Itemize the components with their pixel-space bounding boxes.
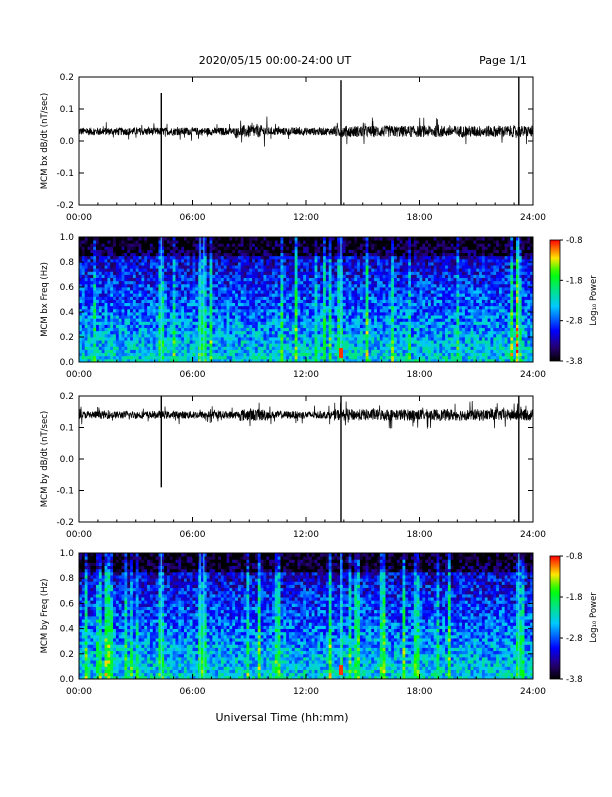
- x-tick-label: 00:00: [66, 370, 92, 380]
- y-tick-label: 0.2: [60, 73, 74, 83]
- x-tick-label: 24:00: [520, 213, 546, 223]
- colorbar-by: -0.8 -1.8 -2.8 -3.8 Log₁₀ Power: [550, 552, 599, 685]
- y-tick-label: 0.0: [60, 455, 75, 465]
- y-tick-label: -0.2: [56, 518, 74, 528]
- y-tick-label: 0.6: [60, 283, 75, 293]
- x-tick-label: 06:00: [180, 213, 206, 223]
- spectrogram-cells: [79, 553, 533, 679]
- bx-dbdt-panel: 00:00 06:00 12:00 18:00 24:00 -0.2 -0.1 0.0 0.1 0…: [40, 73, 546, 223]
- x-tick-label: 18:00: [407, 370, 433, 380]
- by-dbdt-panel: 00:00 06:00 12:00 18:00 24:00 -0.2 -0.1 0.0 0.1 0…: [40, 392, 546, 540]
- y-tick-label: 0.0: [60, 675, 75, 685]
- x-tick-label: 00:00: [66, 530, 92, 540]
- y-tick-label: 1.0: [60, 549, 75, 559]
- y-axis-title: MCM by Freq (Hz): [40, 579, 50, 654]
- colorbar-tick-label: -2.8: [566, 634, 583, 644]
- x-tick-label: 18:00: [407, 213, 433, 223]
- x-tick-label: 00:00: [66, 687, 92, 697]
- colorbar-tick-label: -1.8: [566, 276, 583, 286]
- x-tick-label: 06:00: [180, 687, 206, 697]
- x-tick-label: 24:00: [520, 687, 546, 697]
- y-tick-label: 0.1: [60, 424, 74, 434]
- y-tick-label: 0.6: [60, 599, 75, 609]
- y-tick-label: -0.1: [56, 169, 74, 179]
- colorbar-gradient: [550, 240, 560, 361]
- x-tick-label: 24:00: [520, 530, 546, 540]
- y-axis-title: MCM bx Freq (Hz): [40, 262, 50, 337]
- dbdt-series-line: [79, 117, 533, 147]
- y-tick-label: 0.0: [60, 358, 75, 368]
- y-tick-label: 0.2: [60, 650, 74, 660]
- colorbar-title: Log₁₀ Power: [589, 275, 599, 326]
- plot-frame: [79, 77, 533, 205]
- by-spectrogram-panel: 00:00 06:00 12:00 18:00 24:00 0.0 0.2 0.4 0.6 0.8…: [40, 549, 546, 697]
- spectrogram-hotspot: [339, 348, 343, 358]
- x-tick-label: 24:00: [520, 370, 546, 380]
- y-tick-label: 0.1: [60, 105, 74, 115]
- y-tick-label: 1.0: [60, 233, 75, 243]
- x-tick-label: 06:00: [180, 370, 206, 380]
- dbdt-series-line: [79, 401, 533, 429]
- page-number: Page 1/1: [479, 54, 527, 67]
- colorbar-tick-label: -2.8: [566, 317, 583, 327]
- x-tick-label: 00:00: [66, 213, 92, 223]
- colorbar-tick-label: -1.8: [566, 593, 583, 603]
- y-tick-label: 0.8: [60, 574, 75, 584]
- bx-spectrogram-panel: 00:00 06:00 12:00 18:00 24:00 0.0 0.2 0.4 0.6 0.8…: [40, 233, 546, 380]
- y-tick-label: 0.8: [60, 258, 75, 268]
- spectrogram-hotspot: [339, 665, 343, 675]
- y-tick-label: 0.2: [60, 392, 74, 402]
- x-tick-label: 12:00: [293, 213, 319, 223]
- y-tick-label: 0.0: [60, 137, 75, 147]
- x-tick-label: 12:00: [293, 530, 319, 540]
- colorbar-title: Log₁₀ Power: [589, 592, 599, 643]
- y-tick-label: -0.2: [56, 201, 74, 211]
- y-axis-title: MCM bx dB/dt (nT/sec): [40, 93, 50, 189]
- y-tick-label: -0.1: [56, 487, 74, 497]
- y-tick-label: 0.4: [60, 308, 75, 318]
- colorbar-tick-label: -3.8: [566, 357, 583, 367]
- y-tick-label: 0.4: [60, 625, 75, 635]
- y-axis-title: MCM by dB/dt (nT/sec): [40, 411, 50, 507]
- colorbar-gradient: [550, 556, 560, 679]
- figure-title: 2020/05/15 00:00-24:00 UT: [199, 54, 352, 67]
- x-tick-label: 12:00: [293, 687, 319, 697]
- colorbar-tick-label: -0.8: [566, 552, 583, 562]
- y-tick-label: 0.2: [60, 333, 74, 343]
- spectrogram-cells: [79, 237, 533, 362]
- x-tick-label: 18:00: [407, 530, 433, 540]
- colorbar-bx: -0.8 -1.8 -2.8 -3.8 Log₁₀ Power: [550, 236, 599, 367]
- colorbar-tick-label: -0.8: [566, 236, 583, 246]
- x-tick-label: 18:00: [407, 687, 433, 697]
- x-tick-label: 12:00: [293, 370, 319, 380]
- x-axis-title: Universal Time (hh:mm): [216, 711, 349, 724]
- x-tick-label: 06:00: [180, 530, 206, 540]
- colorbar-tick-label: -3.8: [566, 675, 583, 685]
